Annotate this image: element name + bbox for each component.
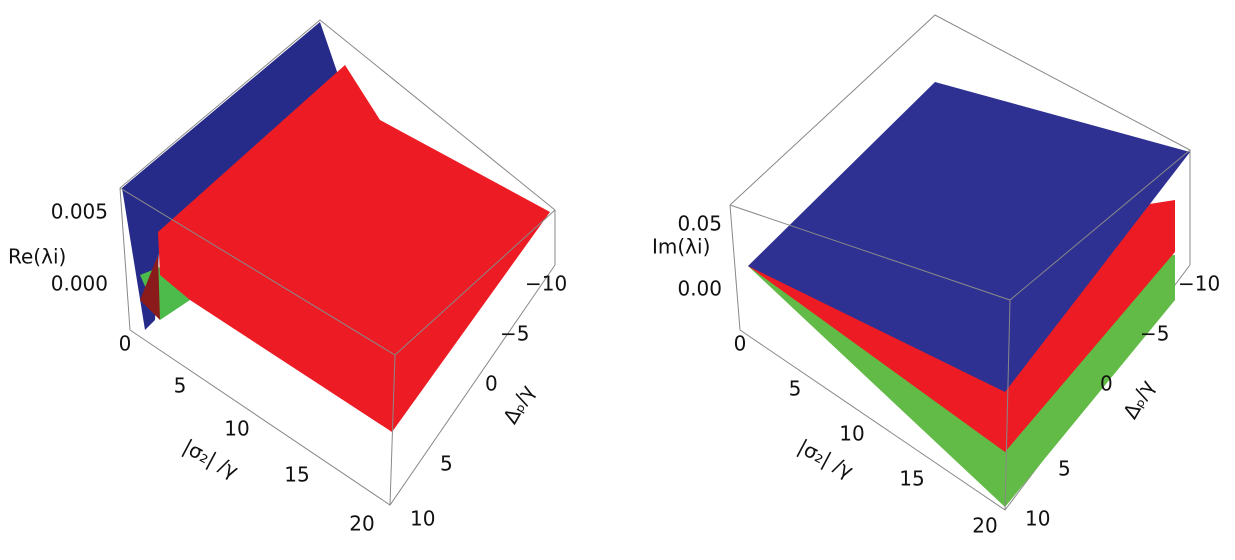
y-tick-label: 10 [410, 507, 435, 531]
box-edge [389, 354, 396, 506]
x-tick-label: 15 [284, 463, 309, 487]
z-tick-label: 0.00 [677, 277, 722, 301]
y-tick-label: 5 [1058, 457, 1071, 481]
surface-red [158, 65, 550, 432]
x-tick-label: 10 [839, 422, 864, 446]
z-axis-label: Im(λi) [652, 235, 710, 259]
x-tick-label: 5 [174, 374, 187, 398]
y-tick-label: 0 [1100, 372, 1113, 396]
z-tick-label: 0.005 [51, 200, 108, 224]
y-tick-label: 0 [485, 372, 498, 396]
y-axis-label: Δₚ/γ [498, 380, 539, 427]
box-edge [729, 204, 741, 331]
y-tick-label: −10 [525, 272, 567, 296]
box-edge [119, 187, 131, 331]
y-tick-label: 5 [440, 452, 453, 476]
y-tick-label: −10 [1178, 272, 1220, 296]
x-axis-label: |σ₂| /γ [179, 434, 243, 483]
x-tick-label: 20 [972, 514, 997, 538]
box-edge [1004, 299, 1011, 511]
x-tick-label: 5 [789, 377, 802, 401]
x-tick-label: 0 [734, 332, 747, 356]
x-tick-label: 10 [224, 417, 249, 441]
y-tick-label: 10 [1025, 507, 1050, 531]
y-tick-label: −5 [1140, 322, 1169, 346]
surface-dark-red [140, 255, 160, 320]
y-axis-label: Δₚ/γ [1118, 375, 1159, 422]
x-tick-label: 20 [349, 512, 374, 536]
z-tick-label: 0.000 [51, 272, 108, 296]
surface-blue [748, 82, 1190, 392]
y-tick-label: −5 [500, 322, 529, 346]
panel-right: Im(λi) 0.05 0.00 0 5 10 15 20 |σ₂| /γ 10… [652, 14, 1220, 538]
x-tick-label: 0 [119, 332, 132, 356]
z-tick-label: 0.05 [677, 212, 722, 236]
box-edge [729, 14, 1191, 301]
box-edge [119, 19, 556, 356]
z-axis-label: Re(λi) [8, 245, 66, 269]
x-tick-label: 15 [899, 467, 924, 491]
panel-left: Re(λi) 0.005 0.000 0 5 10 15 20 |σ₂| /γ … [8, 19, 567, 536]
